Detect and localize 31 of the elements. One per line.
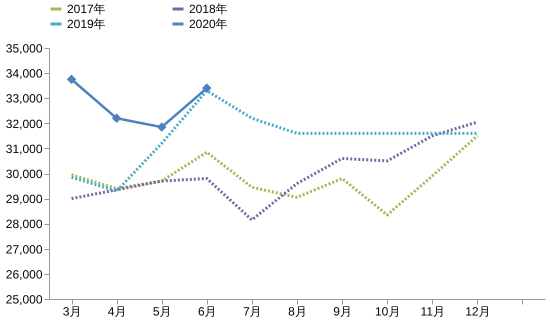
point — [156, 122, 166, 132]
y-tick-label: 30,000 — [6, 167, 43, 181]
x-tick-label: 9月 — [333, 304, 352, 318]
x-tick-label: 11月 — [420, 304, 446, 318]
x-tick-label: 5月 — [152, 304, 172, 318]
y-tick-label: 34,000 — [6, 66, 43, 81]
y-tick-label: 35,000 — [6, 42, 43, 56]
point — [112, 114, 122, 124]
x-tick-label: 4月 — [108, 304, 126, 318]
point — [202, 83, 212, 93]
legend-label: 2017年 — [67, 2, 106, 16]
y-tick-label: 31,000 — [6, 142, 43, 156]
legend-label: 2019年 — [67, 17, 106, 31]
x-tick-label: 7月 — [243, 304, 262, 318]
x-tick-label: 12月 — [465, 304, 491, 318]
legend-label: 2020年 — [189, 17, 228, 31]
y-tick-label: 33,000 — [6, 92, 43, 106]
x-tick-label: 6月 — [198, 304, 217, 318]
legend-label: 2018年 — [189, 2, 228, 16]
line-series — [70, 120, 479, 222]
y-tick-label: 25,000 — [6, 292, 43, 306]
y-tick-label: 29,000 — [6, 192, 43, 206]
x-tick-label: 10月 — [375, 304, 400, 318]
x-tick-label: 3月 — [62, 304, 82, 318]
y-tick-label: 32,000 — [6, 116, 43, 131]
y-tick-label: 28,000 — [6, 217, 43, 232]
y-tick-label: 27,000 — [6, 242, 43, 256]
x-tick-label: 8月 — [288, 304, 307, 318]
y-tick-label: 26,000 — [6, 267, 43, 282]
point — [66, 74, 76, 84]
line-series — [70, 134, 479, 216]
